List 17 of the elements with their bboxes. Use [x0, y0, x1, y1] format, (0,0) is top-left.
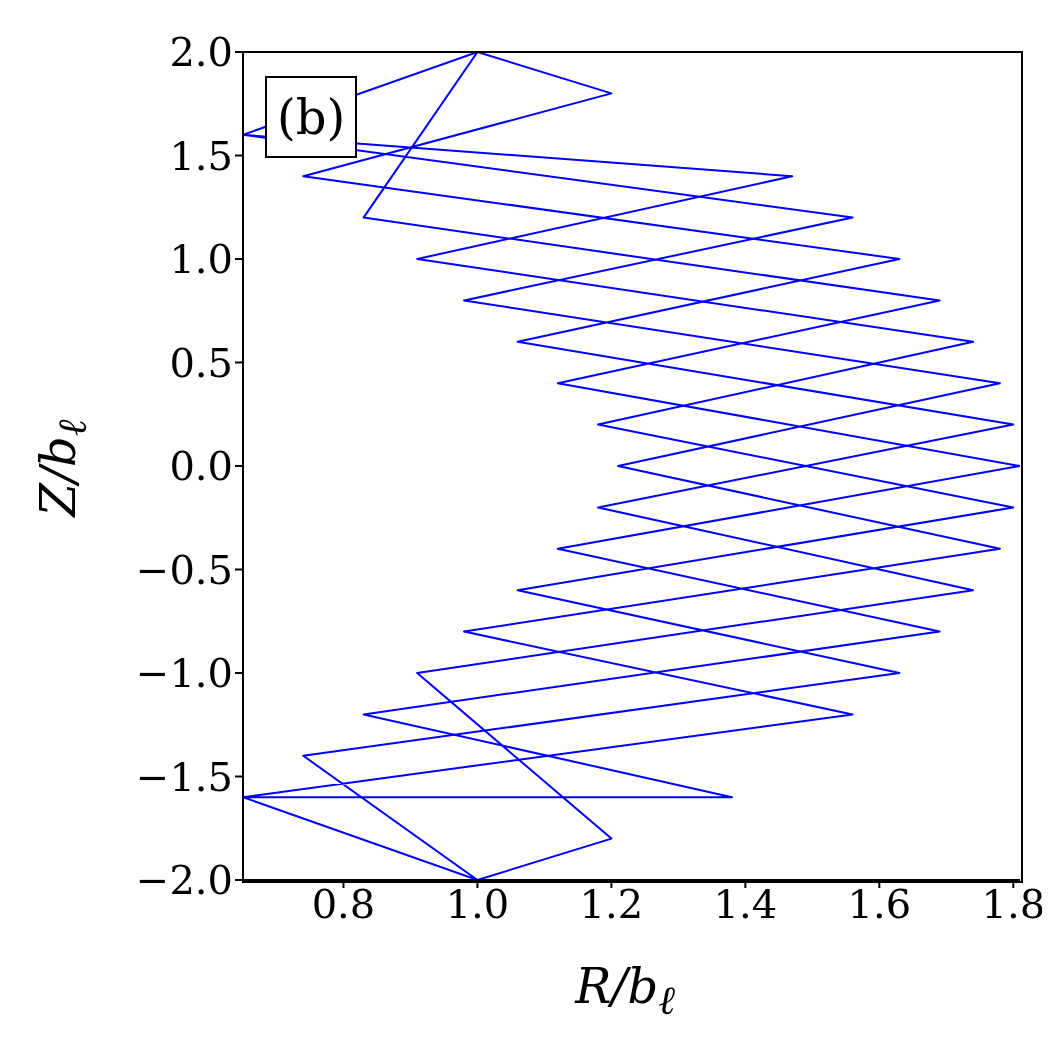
y-tick-label: −1.5: [135, 753, 233, 800]
x-axis-title: R/b$_{ℓ}$: [573, 958, 676, 1024]
y-tick-label: 0.5: [169, 339, 233, 386]
x-tick-label: 1.2: [579, 881, 644, 928]
annotation: (b): [265, 76, 358, 158]
x-tick-label: 1.4: [713, 881, 778, 928]
y-tick-label: 1.0: [169, 236, 233, 283]
y-tick-label: 2.0: [169, 29, 233, 76]
x-tick-label: 0.8: [311, 881, 376, 928]
x-tick-label: 1.0: [445, 881, 510, 928]
x-tick-label: 1.6: [847, 881, 912, 928]
x-tick-label: 1.8: [981, 881, 1046, 928]
y-tick-label: −1.0: [135, 650, 233, 697]
y-tick-label: 1.5: [169, 132, 233, 179]
y-tick-label: −0.5: [135, 546, 233, 593]
y-tick-label: 0.0: [169, 443, 233, 490]
y-tick-label: −2.0: [135, 857, 233, 904]
